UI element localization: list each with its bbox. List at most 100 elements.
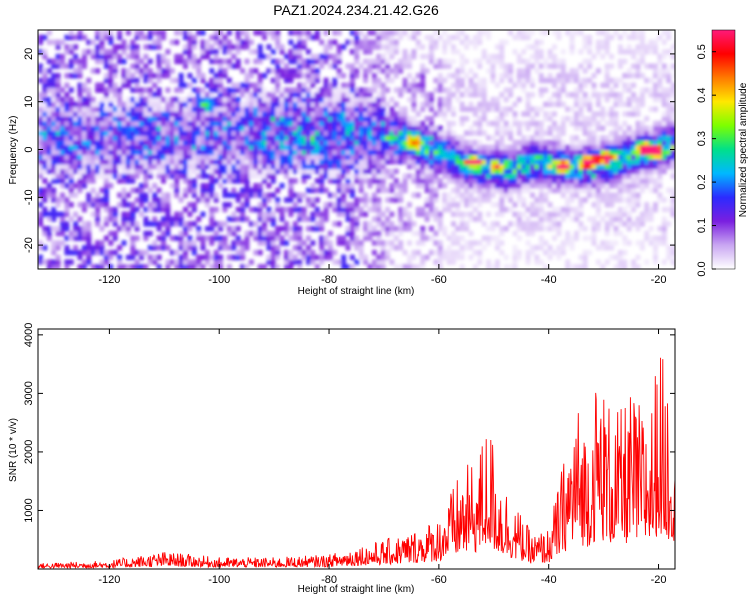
spectrogram-cell <box>407 164 412 169</box>
spectrogram-cell <box>521 188 526 193</box>
spectrogram-cell <box>161 35 166 40</box>
spectrogram-cell <box>205 197 210 202</box>
spectrogram-cell <box>148 116 153 121</box>
spectrogram-cell <box>504 121 509 126</box>
spectrogram-cell <box>157 145 162 150</box>
spectrogram-cell <box>231 140 236 145</box>
spectrogram-cell <box>372 40 377 45</box>
spectrogram-cell <box>359 250 364 255</box>
spectrogram-cell <box>495 178 500 183</box>
spectrogram-cell <box>359 145 364 150</box>
spectrogram-cell <box>104 197 109 202</box>
spectrogram-cell <box>258 116 263 121</box>
spectrogram-cell <box>394 49 399 54</box>
spectrogram-cell <box>117 202 122 207</box>
spectrogram-cell <box>521 212 526 217</box>
spectrogram-cell <box>262 193 267 198</box>
snr-x-tick-label: -40 <box>541 574 557 586</box>
spectrogram-cell <box>534 150 539 155</box>
spectrogram-cell <box>139 59 144 64</box>
spectrogram-cell <box>530 231 535 236</box>
spectrogram-cell <box>69 164 74 169</box>
spectrogram-cell <box>47 159 52 164</box>
spectrogram-cell <box>302 59 307 64</box>
spectrogram-cell <box>614 116 619 121</box>
spectrogram-cell <box>491 193 496 198</box>
spectrogram-cell <box>464 164 469 169</box>
spectrogram-cell <box>398 35 403 40</box>
spectrogram-cell <box>486 145 491 150</box>
spectrogram-cell <box>530 154 535 159</box>
spectrogram-cell <box>113 173 118 178</box>
spectrogram-cell <box>455 68 460 73</box>
spectrogram-cell <box>469 92 474 97</box>
spectrogram-cell <box>425 183 430 188</box>
spectrogram-cell <box>425 169 430 174</box>
spectrogram-cell <box>385 49 390 54</box>
spectrogram-cell <box>82 87 87 92</box>
spectrogram-cell <box>196 126 201 131</box>
spectrogram-cell <box>429 178 434 183</box>
spectrogram-cell <box>609 150 614 155</box>
spectrogram-cell <box>69 44 74 49</box>
spectrogram-cell <box>561 83 566 88</box>
spectrogram-cell <box>201 107 206 112</box>
spectrogram-cell <box>649 49 654 54</box>
spectrogram-cell <box>675 83 680 88</box>
spectrogram-cell <box>64 121 69 126</box>
spectrogram-cell <box>389 35 394 40</box>
spectrogram-cell <box>662 169 667 174</box>
spectrogram-cell <box>622 250 627 255</box>
spectrogram-cell <box>565 183 570 188</box>
spectrogram-cell <box>122 49 127 54</box>
spectrogram-cell <box>451 169 456 174</box>
spectrogram-cell <box>644 178 649 183</box>
spectrogram-cell <box>288 140 293 145</box>
spectrogram-cell <box>513 159 518 164</box>
spectrogram-cell <box>495 126 500 131</box>
spectrogram-cell <box>596 188 601 193</box>
spectrogram-cell <box>258 30 263 35</box>
spectrogram-cell <box>438 212 443 217</box>
spectrogram-cell <box>56 150 61 155</box>
spectrogram-cell <box>372 130 377 135</box>
spectrogram-cell <box>324 154 329 159</box>
spectrogram-cell <box>363 135 368 140</box>
spectrogram-cell <box>47 78 52 83</box>
spectrogram-cell <box>187 59 192 64</box>
spectrogram-cell <box>161 207 166 212</box>
spectrogram-cell <box>315 92 320 97</box>
spectrogram-cell <box>433 140 438 145</box>
spectrogram-cell <box>179 154 184 159</box>
spectrogram-cell <box>245 154 250 159</box>
spectrogram-cell <box>451 92 456 97</box>
spectrogram-cell <box>666 121 671 126</box>
spectrogram-cell <box>499 107 504 112</box>
spectrogram-cell <box>622 159 627 164</box>
spectrogram-cell <box>398 240 403 245</box>
spectrogram-cell <box>640 92 645 97</box>
spectrogram-cell <box>420 92 425 97</box>
spectrogram-cell <box>477 116 482 121</box>
spectrogram-cell <box>51 78 56 83</box>
spectrogram-cell <box>627 145 632 150</box>
spectrogram-cell <box>117 116 122 121</box>
spectrogram-cell <box>517 30 522 35</box>
spectrogram-cell <box>385 73 390 78</box>
spectrogram-cell <box>253 102 258 107</box>
spectrogram-cell <box>499 231 504 236</box>
spectrogram-cell <box>209 49 214 54</box>
spectrogram-cell <box>539 169 544 174</box>
spectrogram-cell <box>534 40 539 45</box>
spectrogram-cell <box>245 216 250 221</box>
spectrogram-cell <box>627 102 632 107</box>
spectrogram-cell <box>126 140 131 145</box>
spectrogram-cell <box>460 197 465 202</box>
spectrogram-cell <box>38 126 43 131</box>
spectrogram-cell <box>126 121 131 126</box>
spectrogram-cell <box>240 111 245 116</box>
spectrogram-cell <box>578 178 583 183</box>
spectrogram-cell <box>416 183 421 188</box>
spectrogram-cell <box>442 64 447 69</box>
spectrogram-cell <box>104 126 109 131</box>
